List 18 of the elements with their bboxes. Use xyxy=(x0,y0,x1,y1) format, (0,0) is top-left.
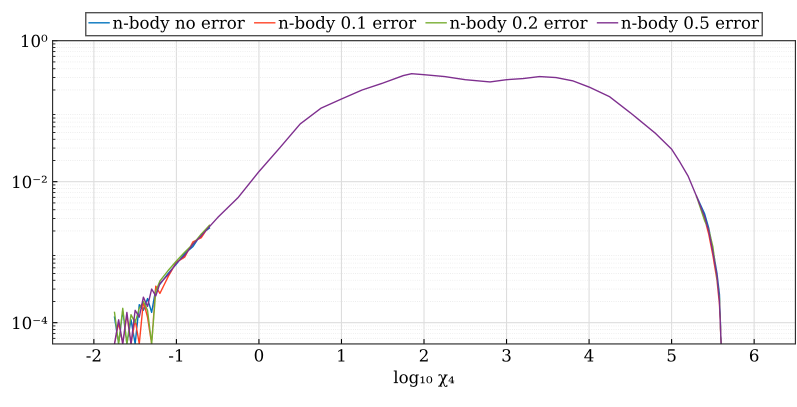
y-tick-label: 10⁻⁴ xyxy=(13,316,48,330)
x-tick-label: 5 xyxy=(668,349,676,362)
x-tick-label: 6 xyxy=(750,349,758,362)
x-tick-label: -1 xyxy=(169,349,182,362)
x-axis-title: log₁₀ χ₄ xyxy=(394,370,454,387)
legend-label: n-body 0.1 error xyxy=(278,16,416,32)
y-tick-label: 10⁻² xyxy=(13,176,47,188)
legend-label: n-body 0.5 error xyxy=(621,16,759,32)
x-tick-label: 1 xyxy=(338,349,344,362)
x-tick-label: -2 xyxy=(86,349,100,362)
x-tick-label: 4 xyxy=(584,349,594,362)
x-tick-label: 3 xyxy=(502,349,511,362)
line-series xyxy=(114,73,722,344)
legend-label: n-body no error xyxy=(113,16,245,32)
y-tick-label: 10⁰ xyxy=(22,34,48,48)
x-tick-label: 0 xyxy=(254,349,264,362)
x-tick-label: 2 xyxy=(420,349,428,362)
legend-label: n-body 0.2 error xyxy=(450,16,588,32)
